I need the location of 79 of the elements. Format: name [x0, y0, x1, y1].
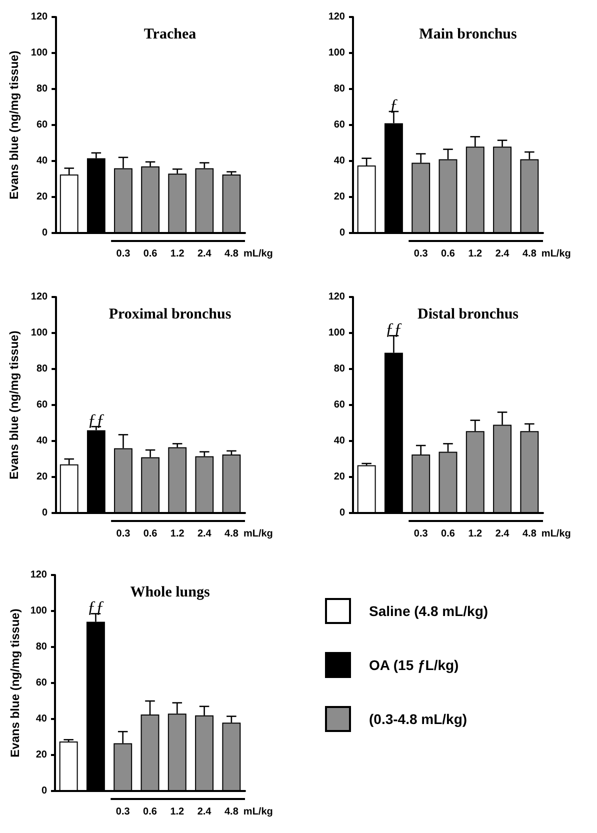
- x-tick-label: 2.4: [495, 248, 510, 260]
- y-tick-label: 120: [328, 12, 346, 22]
- text: mL/kg: [541, 528, 571, 540]
- x-tick-label: 0.6: [441, 248, 456, 260]
- y-axis-title: Evans blue (ng/mg tissue): [7, 330, 21, 480]
- text: mL/kg: [541, 248, 571, 260]
- x-tick-label: 2.4: [197, 248, 212, 260]
- text: mL/kg: [243, 806, 273, 818]
- x-tick-label: 1.2: [170, 248, 185, 260]
- y-tick-label: 60: [36, 678, 48, 688]
- y-tick-label: 100: [30, 606, 48, 616]
- legend-label: Saline (4.8 mL/kg): [369, 603, 488, 619]
- y-tick-label: 120: [30, 570, 48, 580]
- y-tick-label: 100: [328, 48, 346, 58]
- y-tick-label: 40: [36, 156, 48, 166]
- annotation: ƒƒ: [88, 410, 105, 430]
- x-tick-label: 0.3: [116, 528, 131, 540]
- x-tick-label: 0.3: [116, 806, 130, 818]
- x-tick-label: 1.2: [468, 528, 483, 540]
- legend-label: OA (15 ƒL/kg): [369, 657, 459, 673]
- text: Distal bronchus: [417, 306, 519, 322]
- x-tick-label: 0.6: [143, 528, 158, 540]
- y-tick-label: 40: [334, 436, 346, 446]
- y-tick-label: 80: [334, 364, 346, 374]
- x-tick-label: 1.2: [170, 528, 185, 540]
- x-tick-label: 0.3: [414, 528, 428, 540]
- x-tick-label: 1.2: [170, 806, 185, 818]
- y-tick-label: 100: [30, 328, 48, 338]
- x-tick-label: 4.8: [522, 248, 537, 260]
- y-axis-title: Evans blue (ng/mg tissue): [8, 608, 22, 758]
- annotation: ƒƒ: [87, 598, 104, 617]
- x-tick-label: 4.8: [224, 528, 239, 540]
- x-tick-label: 4.8: [522, 528, 537, 540]
- y-tick-label: 0: [41, 786, 48, 796]
- x-tick-label: 1.2: [468, 248, 483, 260]
- y-tick-label: 20: [334, 472, 346, 482]
- y-tick-label: 0: [339, 508, 346, 518]
- y-tick-label: 120: [30, 292, 48, 302]
- annotation: ƒƒ: [385, 320, 402, 339]
- x-tick-label: 0.3: [414, 248, 428, 260]
- y-tick-label: 20: [36, 472, 48, 482]
- y-tick-label: 120: [30, 12, 48, 22]
- y-tick-label: 60: [36, 400, 48, 410]
- y-tick-label: 60: [36, 120, 48, 130]
- y-tick-label: 0: [42, 508, 48, 518]
- y-tick-label: 40: [36, 714, 48, 724]
- y-tick-label: 40: [334, 156, 346, 166]
- y-tick-label: 40: [36, 436, 48, 446]
- y-tick-label: 80: [36, 364, 48, 374]
- x-tick-label: 0.6: [143, 806, 158, 818]
- text: mL/kg: [243, 248, 273, 260]
- y-tick-label: 80: [36, 84, 48, 94]
- y-tick-label: 20: [334, 192, 346, 202]
- y-tick-label: 60: [334, 120, 346, 130]
- y-tick-label: 0: [42, 228, 48, 238]
- y-tick-label: 60: [334, 400, 346, 410]
- x-tick-label: 2.4: [495, 528, 510, 540]
- x-tick-label: 4.8: [224, 806, 239, 818]
- y-tick-label: 0: [339, 228, 346, 238]
- x-tick-label: 0.6: [441, 528, 456, 540]
- y-tick-label: 20: [36, 192, 48, 202]
- text: Whole lungs: [130, 584, 210, 600]
- text: Trachea: [144, 26, 197, 42]
- text: Proximal bronchus: [108, 306, 232, 322]
- y-axis-title: Evans blue (ng/mg tissue): [7, 50, 21, 200]
- x-tick-label: 0.3: [116, 248, 131, 260]
- text: Main bronchus: [419, 26, 517, 42]
- y-tick-label: 80: [334, 84, 346, 94]
- x-tick-label: 0.6: [143, 248, 158, 260]
- y-tick-label: 100: [30, 48, 48, 58]
- y-tick-label: 100: [328, 328, 346, 338]
- y-tick-label: 120: [328, 292, 346, 302]
- y-tick-label: 20: [36, 750, 48, 760]
- text: mL/kg: [243, 528, 273, 540]
- y-tick-label: 80: [36, 642, 48, 652]
- x-tick-label: 4.8: [224, 248, 239, 260]
- x-tick-label: 2.4: [197, 806, 212, 818]
- legend-label: (0.3-4.8 mL/kg): [369, 711, 468, 727]
- x-tick-label: 2.4: [197, 528, 212, 540]
